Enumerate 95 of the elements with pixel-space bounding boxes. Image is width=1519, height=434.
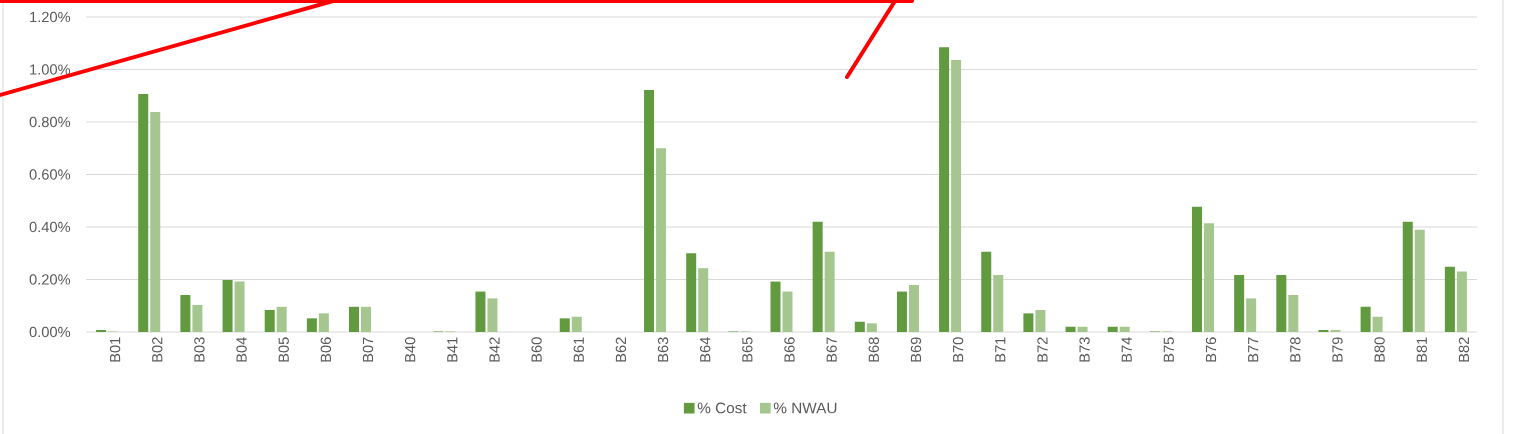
- bar: [1444, 266, 1455, 332]
- bar: [698, 268, 709, 332]
- y-tick-label: 0.60%: [29, 169, 71, 180]
- bar: [1402, 221, 1413, 332]
- y-tick-label: 0.20%: [29, 274, 71, 285]
- x-tick-label: B61: [573, 337, 584, 362]
- bar: [1456, 271, 1467, 332]
- x-tick-label: B72: [1037, 337, 1048, 362]
- bar: [234, 281, 245, 332]
- x-tick-label: B02: [152, 337, 163, 362]
- bar: [1276, 275, 1287, 332]
- y-tick-label: 0.00%: [29, 326, 71, 338]
- bar: [349, 306, 359, 332]
- bar: [1330, 329, 1341, 332]
- bar: [1065, 326, 1076, 332]
- bar: [866, 323, 877, 332]
- bar: [1288, 294, 1299, 332]
- x-tick-label: B64: [700, 337, 711, 362]
- x-tick-label: B01: [109, 337, 121, 362]
- bar: [939, 47, 950, 332]
- bar: [1035, 309, 1046, 332]
- bar: [1119, 326, 1130, 332]
- bar: [1023, 313, 1034, 332]
- bar: [361, 306, 371, 332]
- x-tick-label: B74: [1121, 337, 1132, 362]
- legend-label: % Cost: [697, 402, 747, 414]
- x-tick-label: B79: [1332, 337, 1343, 362]
- bar: [686, 253, 697, 332]
- bar: [1414, 229, 1425, 332]
- x-tick-label: B81: [1416, 337, 1427, 362]
- x-tick-label: B42: [489, 337, 500, 362]
- x-tick-label: B66: [784, 337, 795, 362]
- bar: [1107, 326, 1118, 332]
- x-tick-label: B70: [952, 337, 964, 362]
- bar: [192, 304, 203, 332]
- x-tick-label: B71: [995, 337, 1006, 362]
- bar: [1318, 329, 1329, 332]
- bar: [222, 280, 233, 332]
- x-tick-label: B60: [531, 337, 542, 362]
- bar: [318, 313, 329, 332]
- bar: [276, 306, 287, 332]
- x-tick-label: B80: [1374, 337, 1385, 362]
- x-tick-label: B75: [1163, 337, 1174, 362]
- bar: [1077, 326, 1088, 332]
- bar: [981, 251, 992, 332]
- x-tick-label: B67: [826, 337, 837, 362]
- y-tick-label: 0.80%: [29, 116, 71, 128]
- x-tick-label: B65: [742, 337, 753, 362]
- bar: [812, 221, 823, 332]
- bar: [1192, 206, 1202, 332]
- x-tick-label: B06: [320, 337, 332, 362]
- bar: [1246, 298, 1257, 332]
- x-tick-label: B04: [236, 337, 247, 362]
- bar: [306, 318, 317, 332]
- x-tick-label: B77: [1248, 337, 1259, 362]
- bar: [559, 318, 570, 332]
- x-tick-label: B63: [657, 337, 669, 362]
- bar: [854, 321, 865, 332]
- x-tick-label: B03: [194, 337, 205, 362]
- bar: [1360, 306, 1371, 332]
- x-tick-label: B73: [1079, 337, 1090, 362]
- y-tick-label: 1.20%: [30, 11, 71, 23]
- bar: [96, 329, 107, 332]
- x-tick-label: B76: [1205, 337, 1217, 362]
- x-tick-label: B69: [910, 337, 922, 362]
- bar: [150, 112, 161, 332]
- bar: [264, 309, 275, 332]
- y-tick-label: 1.00%: [30, 64, 71, 75]
- bar: [824, 251, 835, 332]
- bar: [138, 93, 149, 332]
- bar: [475, 291, 486, 332]
- y-tick-label: 0.40%: [29, 221, 71, 233]
- bar: [993, 275, 1004, 332]
- bar: [656, 148, 667, 332]
- bar: [644, 89, 655, 332]
- x-tick-label: B62: [615, 337, 627, 362]
- x-tick-label: B07: [362, 337, 374, 362]
- bar: [1372, 316, 1383, 332]
- bar: [1234, 275, 1245, 332]
- bar: [896, 291, 907, 332]
- x-tick-label: B40: [404, 337, 416, 362]
- bar: [908, 285, 919, 332]
- bar: [180, 294, 191, 332]
- bar: [770, 281, 781, 332]
- bar: [1204, 223, 1215, 332]
- bar: [571, 316, 582, 332]
- x-tick-label: B82: [1458, 337, 1470, 362]
- legend-label: % NWAU: [773, 402, 837, 414]
- bar: [782, 291, 793, 332]
- bar: [951, 60, 962, 332]
- x-tick-label: B68: [868, 337, 879, 362]
- bar: [487, 298, 498, 332]
- x-tick-label: B78: [1290, 337, 1301, 362]
- x-tick-label: B05: [278, 337, 289, 362]
- x-tick-label: B41: [447, 337, 458, 362]
